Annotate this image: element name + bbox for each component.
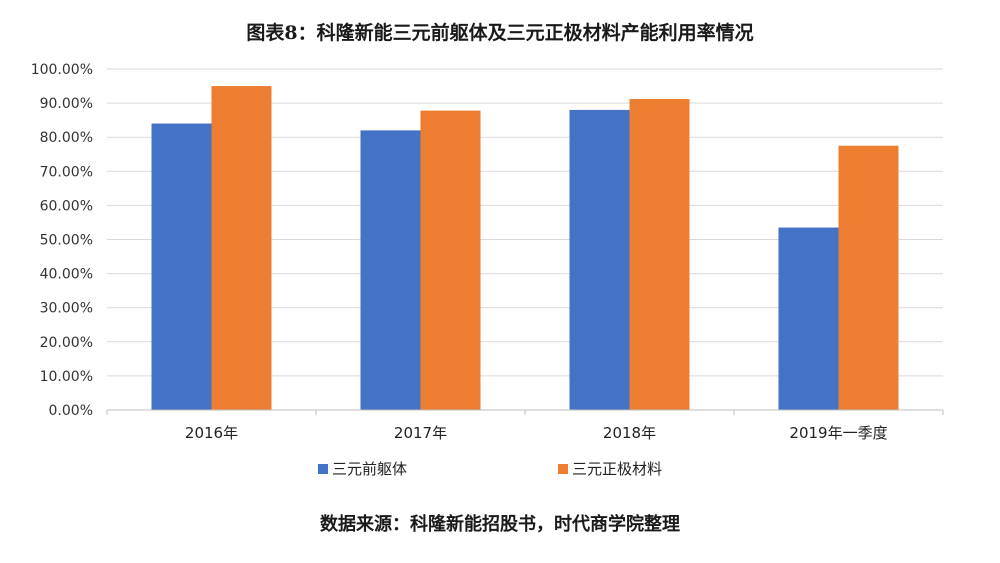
y-tick-label: 60.00% [40,198,93,214]
bar-chart: 0.00% 10.00% 20.00% 30.00% 40.00% 50.00% 60.00… [31,62,944,478]
bar-precursor [360,130,421,410]
x-axis: 2016年 2017年 2018年 2019年一季度 [106,409,944,442]
y-tick-label: 30.00% [40,301,93,317]
y-tick-label: 40.00% [40,267,93,283]
y-axis-ticks: 0.00% 10.00% 20.00% 30.00% 40.00% 50.00% 60.00… [31,62,93,419]
y-tick-label: 100.00% [31,62,93,78]
bar-cathode [629,99,690,411]
bar-precursor [778,227,839,410]
legend-swatch [318,464,328,474]
legend: 三元前躯体 三元正极材料 [318,460,662,478]
legend-swatch [558,464,568,474]
bar-cathode [838,145,899,410]
bars [151,86,899,411]
y-tick-label: 50.00% [40,233,93,249]
legend-label: 三元前躯体 [332,460,407,478]
y-tick-label: 90.00% [40,96,93,112]
x-tick-label: 2019年一季度 [789,424,887,442]
x-tick-label: 2016年 [185,424,238,442]
y-tick-label: 0.00% [49,403,93,419]
bar-precursor [569,109,630,411]
bar-cathode [211,86,272,411]
chart-title: 图表8：科隆新能三元前躯体及三元正极材料产能利用率情况 [246,22,754,44]
y-tick-label: 80.00% [40,130,93,146]
y-tick-label: 20.00% [40,335,93,351]
x-tick-label: 2017年 [394,424,447,442]
y-tick-label: 10.00% [40,369,93,385]
y-tick-label: 70.00% [40,164,93,180]
legend-label: 三元正极材料 [572,460,662,478]
bar-cathode [420,110,481,411]
x-tick-label: 2018年 [603,424,656,442]
bar-precursor [151,123,212,410]
data-source: 数据来源：科隆新能招股书，时代商学院整理 [320,514,680,535]
